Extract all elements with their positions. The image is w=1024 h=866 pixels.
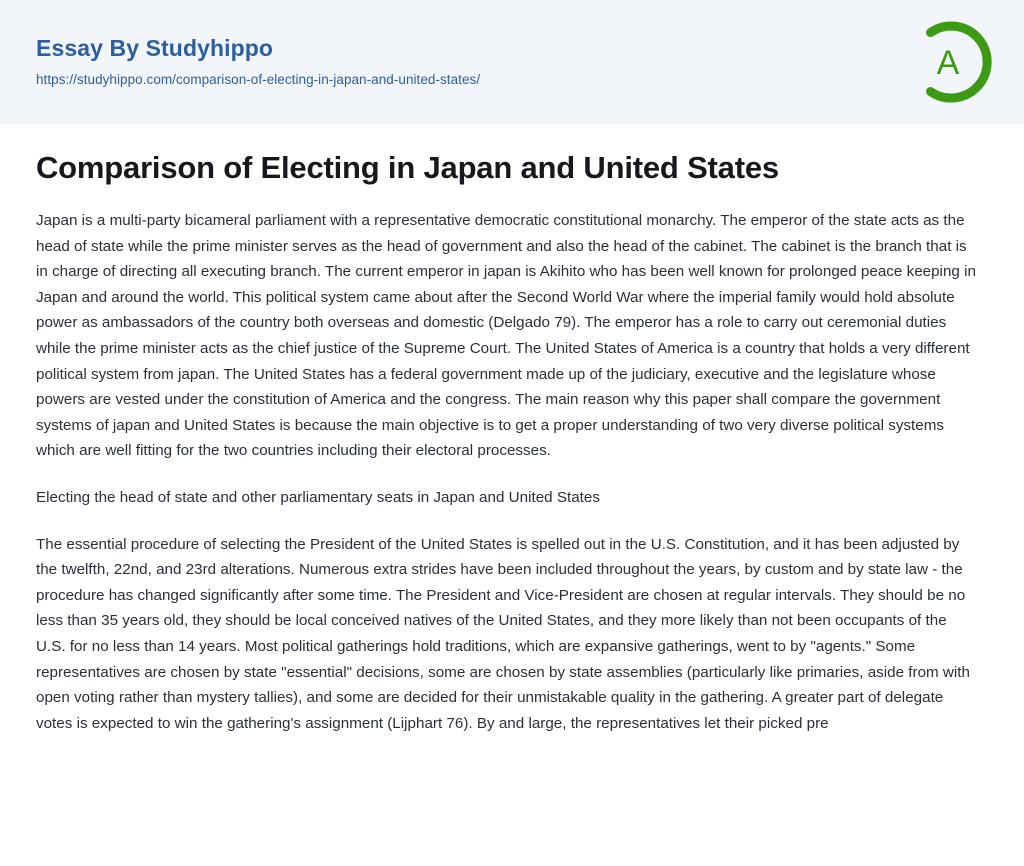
page-title: Comparison of Electing in Japan and Unit…	[36, 150, 779, 185]
paragraph-1: Japan is a multi-party bicameral parliam…	[36, 212, 976, 460]
article-body: Comparison of Electing in Japan and Unit…	[0, 124, 1024, 736]
header-branding: Essay By Studyhippo https://studyhippo.c…	[36, 0, 896, 124]
section-heading-electing: Electing the head of state and other par…	[36, 488, 600, 506]
logo-ring-icon	[926, 21, 992, 103]
logo-letter-a: A	[937, 44, 960, 82]
source-url-link[interactable]: https://studyhippo.com/comparison-of-ele…	[36, 72, 481, 88]
site-header: Essay By Studyhippo https://studyhippo.c…	[0, 0, 1024, 124]
brand-title: Essay By Studyhippo	[36, 34, 274, 61]
studyhippo-logo[interactable]: A	[906, 16, 998, 108]
paragraph-2: The essential procedure of selecting the…	[36, 535, 970, 732]
